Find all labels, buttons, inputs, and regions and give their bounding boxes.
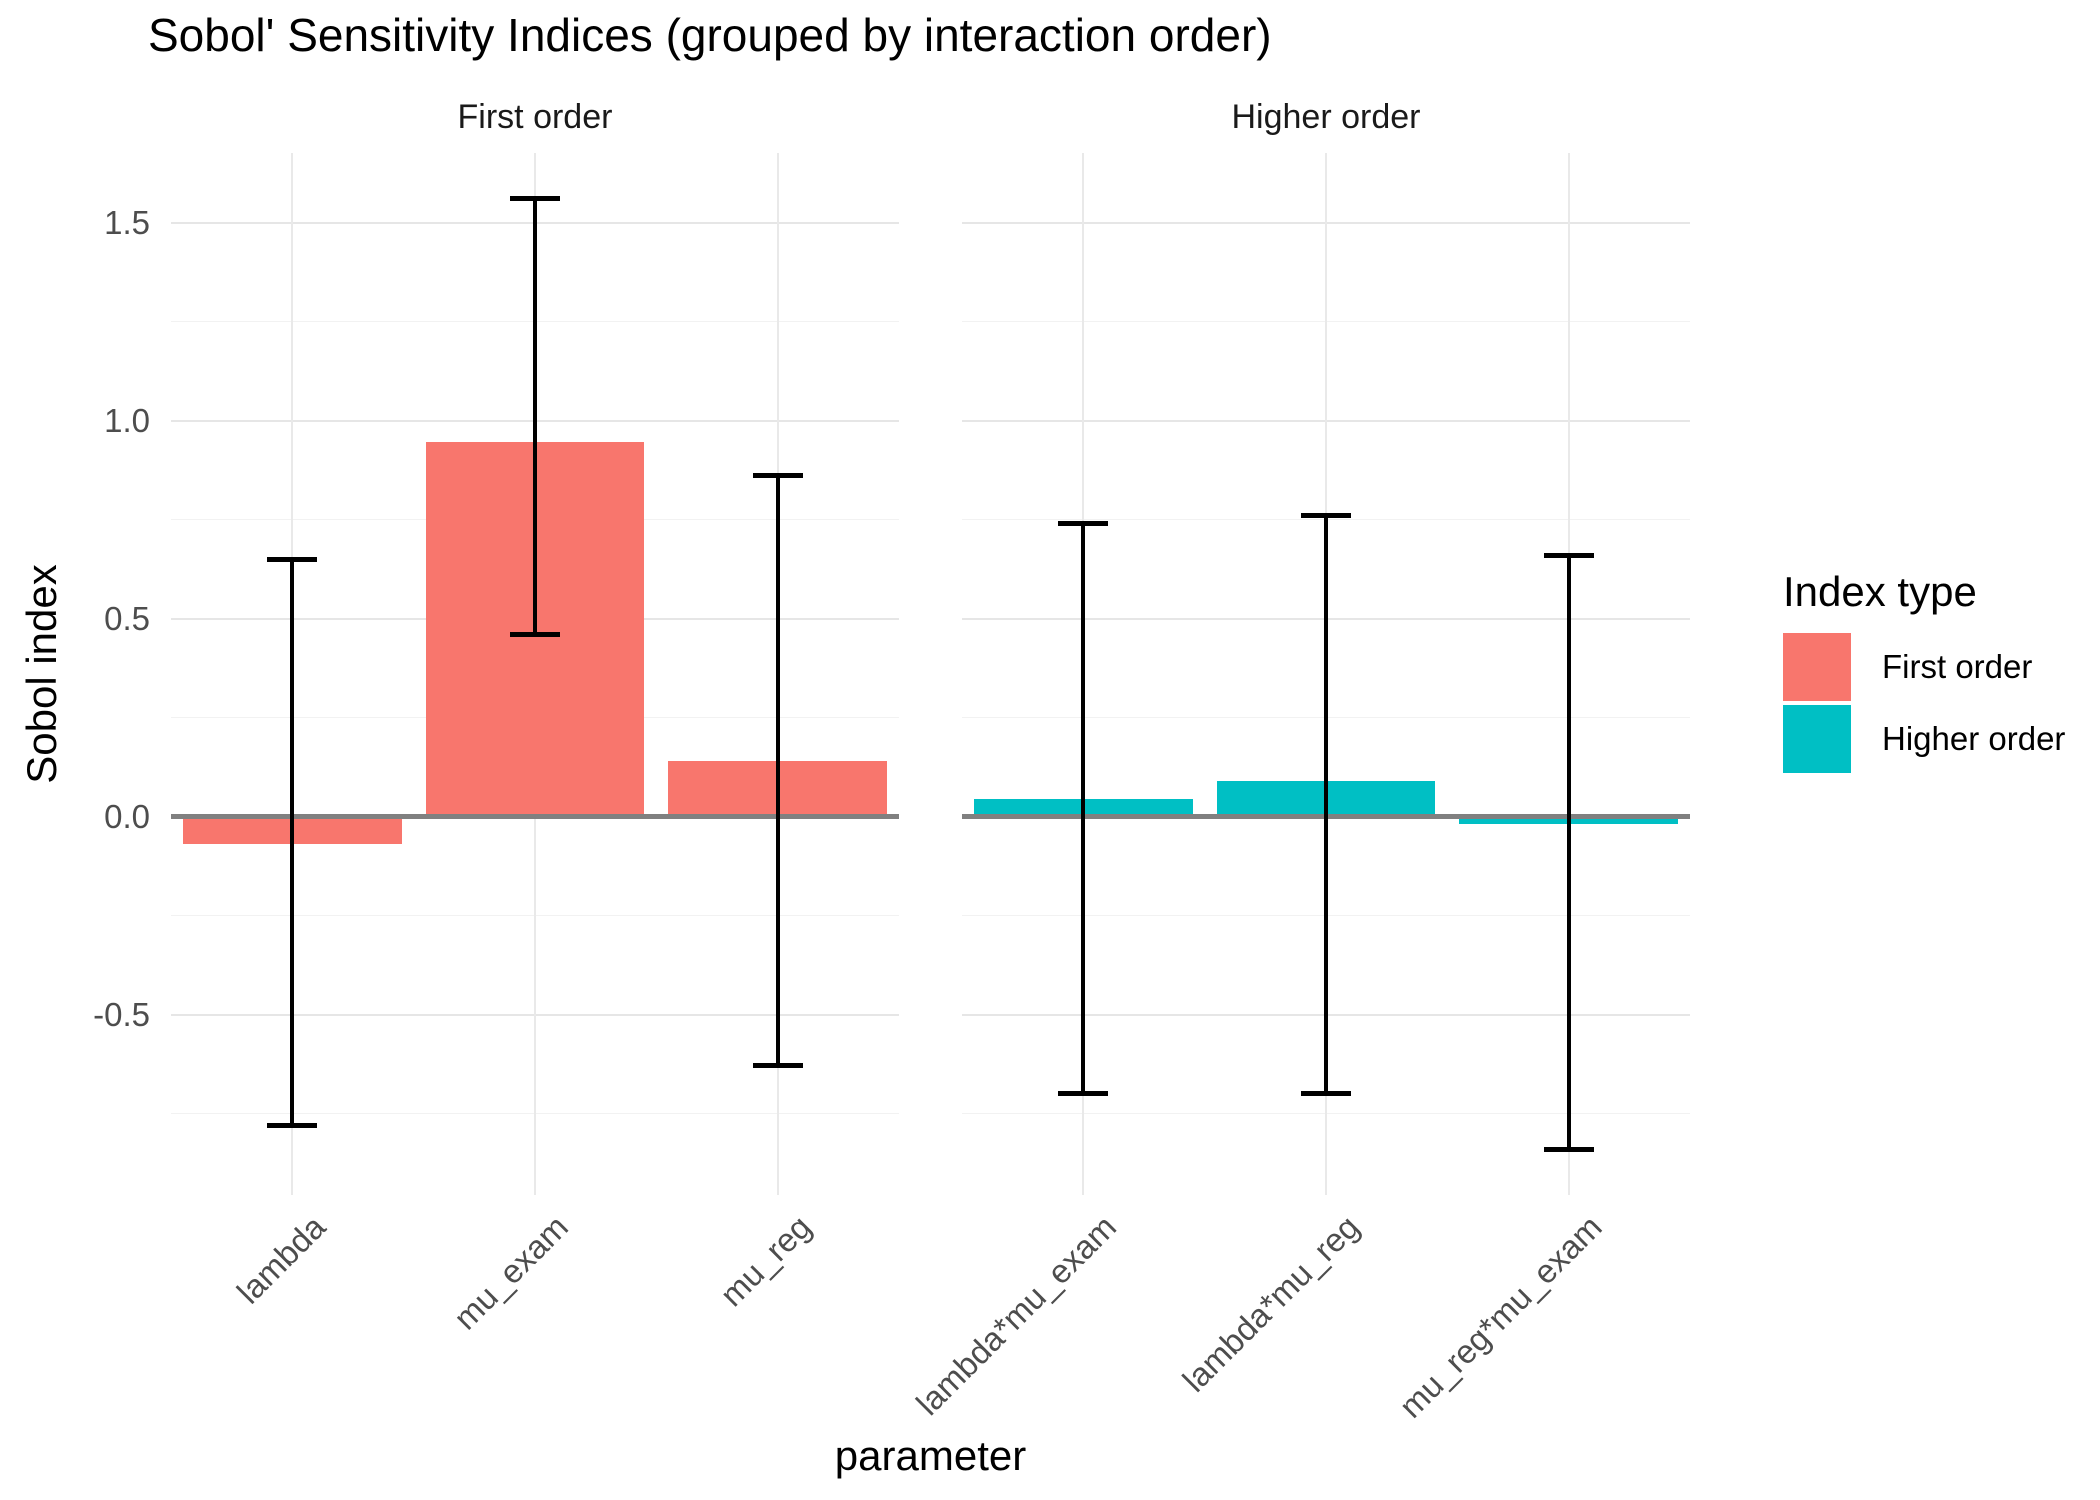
error-bar-cap-low-mu_reg <box>752 1063 803 1069</box>
x-axis-title: parameter <box>834 1432 1027 1479</box>
error-bar-cap-low-mu_reg*mu_exam <box>1543 1146 1594 1152</box>
error-bar-cap-low-lambda*mu_reg <box>1301 1091 1351 1097</box>
error-bar-cap-high-mu_exam <box>510 196 560 202</box>
x-tick-label-lambda*mu_reg: lambda*mu_reg <box>1175 1208 1367 1399</box>
error-bar-cap-high-mu_reg*mu_exam <box>1543 552 1594 558</box>
legend-swatch-higher-order <box>1783 705 1851 773</box>
x-tick-label-mu_reg: mu_reg <box>712 1208 818 1314</box>
y-tick-label-1.5: 1.5 <box>104 203 150 241</box>
x-tick-label-lambda: lambda <box>229 1208 333 1311</box>
legend-title: Index type <box>1783 568 1977 615</box>
x-tick-label-mu_reg*mu_exam: mu_reg*mu_exam <box>1392 1208 1609 1425</box>
error-bar-line-mu_exam <box>533 198 537 635</box>
error-bar-line-lambda <box>290 559 295 1126</box>
legend-label-higher-order: Higher order <box>1882 720 2066 757</box>
facet-strip-first-order: First order <box>457 98 613 136</box>
error-bar-cap-high-lambda <box>267 556 318 562</box>
x-tick-label-mu_exam: mu_exam <box>446 1208 576 1337</box>
error-bar-cap-low-lambda <box>267 1122 318 1128</box>
error-bar-cap-high-lambda*mu_reg <box>1301 513 1351 519</box>
error-bar-line-mu_reg <box>775 475 780 1066</box>
error-bar-line-lambda*mu_exam <box>1081 523 1086 1094</box>
facet-panel-first-order <box>171 153 899 1195</box>
error-bar-cap-low-mu_exam <box>510 631 560 637</box>
legend-swatch-first-order <box>1783 633 1851 701</box>
error-bar-cap-low-lambda*mu_exam <box>1058 1091 1109 1097</box>
error-bar-cap-high-mu_reg <box>752 473 803 479</box>
error-bar-line-lambda*mu_reg <box>1324 515 1328 1094</box>
facet-strip-higher-order: Higher order <box>1231 98 1421 136</box>
error-bar-line-mu_reg*mu_exam <box>1566 555 1571 1150</box>
zero-line <box>171 814 899 819</box>
legend-label-first-order: First order <box>1882 648 2033 685</box>
facet-panel-higher-order <box>962 153 1690 1195</box>
y-tick-label-1.0: 1.0 <box>104 401 150 439</box>
y-tick-label--0.5: -0.5 <box>93 995 150 1033</box>
chart-title: Sobol' Sensitivity Indices (grouped by i… <box>148 9 1272 61</box>
y-tick-label-0.0: 0.0 <box>104 797 150 835</box>
y-tick-label-0.5: 0.5 <box>104 599 150 637</box>
x-tick-label-lambda*mu_exam: lambda*mu_exam <box>909 1208 1124 1423</box>
y-axis-title: Sobol index <box>18 564 65 784</box>
error-bar-cap-high-lambda*mu_exam <box>1058 520 1109 526</box>
